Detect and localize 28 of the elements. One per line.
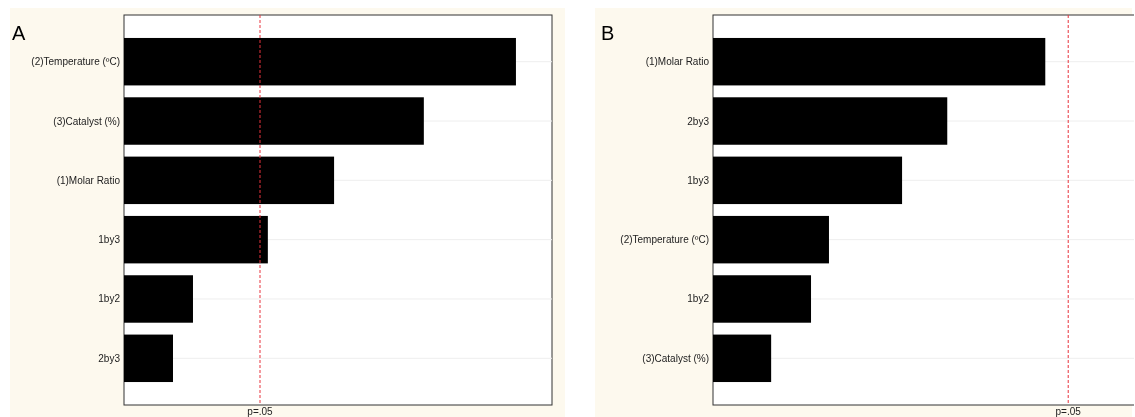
chart-title: A (12, 22, 26, 44)
bar (124, 275, 193, 323)
y-tick-label: (2)Temperature (ºC) (620, 234, 709, 246)
y-tick-label: 2by3 (687, 115, 710, 127)
bar (713, 275, 812, 323)
y-tick-label: 1by3 (687, 174, 710, 186)
chart-title: B (601, 22, 615, 44)
bar (713, 37, 1046, 86)
y-tick-label: (3)Catalyst (%) (53, 115, 120, 127)
bar (713, 156, 903, 205)
y-tick-label: 2by3 (98, 352, 121, 364)
bar (124, 156, 335, 205)
bar (124, 334, 173, 383)
ref-line-label: p=.05 (1055, 406, 1082, 417)
bar (124, 97, 424, 145)
y-tick-label: 1by2 (687, 293, 710, 305)
y-tick-label: (1)Molar Ratio (645, 56, 710, 68)
ref-line-label: p=.05 (247, 406, 274, 417)
bar (713, 97, 948, 145)
bar (713, 334, 772, 383)
bar (124, 37, 516, 86)
y-tick-label: (2)Temperature (ºC) (31, 56, 120, 68)
y-tick-label: 1by2 (98, 293, 121, 305)
bar (124, 215, 268, 264)
y-tick-label: (3)Catalyst (%) (642, 352, 709, 364)
bar (713, 215, 829, 264)
y-tick-label: 1by3 (98, 234, 121, 246)
y-tick-label: (1)Molar Ratio (56, 174, 121, 186)
